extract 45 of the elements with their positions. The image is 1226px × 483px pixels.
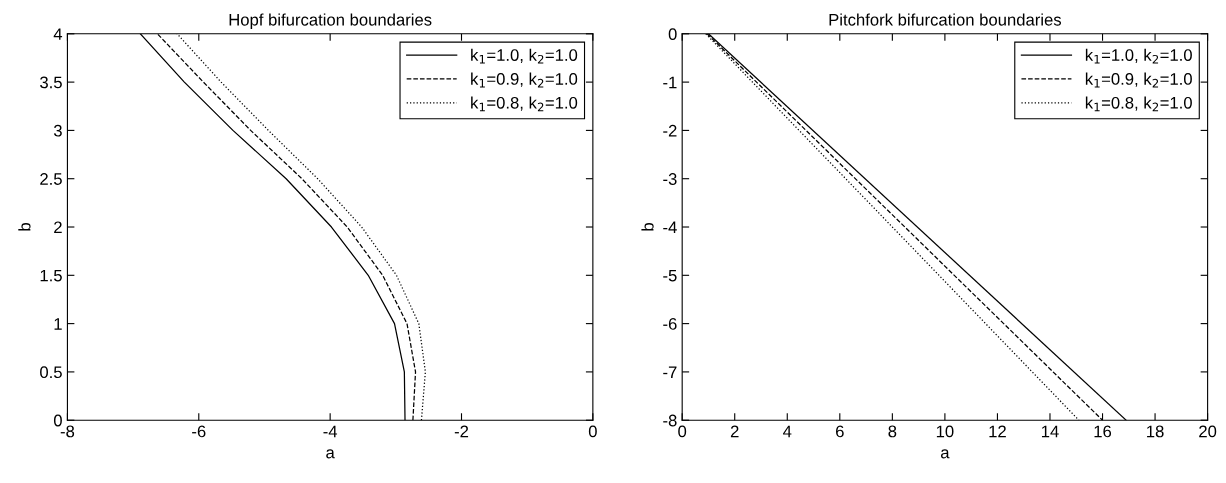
x-tick-label: 12 [989, 425, 1006, 438]
x-tick-label: 20 [1199, 425, 1217, 438]
y-tick-label: 3.5 [40, 76, 62, 89]
legend-label: k$_{1}$=0.9, k$_{2}$=1.0 [471, 72, 578, 88]
legend-label: k$_{1}$=0.9, k$_{2}$=1.0 [1085, 72, 1192, 88]
x-tick-label: 0 [678, 425, 687, 438]
x-tick-label: 18 [1147, 425, 1164, 438]
y-tick-label: -8 [663, 414, 677, 427]
x-tick-label: 14 [1041, 425, 1059, 438]
y-tick-label: 1 [54, 318, 62, 330]
chart-title: Hopf bifurcation boundaries [229, 13, 432, 29]
y-tick-label: -6 [663, 318, 677, 330]
y-tick-label: -3 [663, 173, 677, 185]
y-tick-label: 4 [53, 28, 63, 40]
y-tick-label: -5 [663, 269, 677, 282]
y-axis-title: b [641, 223, 654, 231]
legend-label: k$_{1}$=1.0, k$_{2}$=1.0 [471, 48, 578, 64]
x-tick-label: 10 [936, 425, 954, 438]
y-tick-label: 2.5 [40, 173, 62, 185]
y-tick-label: 0 [668, 28, 677, 41]
x-tick-label: -2 [454, 425, 469, 438]
x-axis-title: a [326, 449, 335, 459]
y-tick-label: -2 [663, 124, 677, 137]
chart-title: Pitchfork bifurcation boundaries [829, 13, 1062, 26]
x-tick-label: -4 [323, 425, 338, 438]
y-tick-label: 1.5 [40, 269, 62, 282]
x-tick-label: 6 [836, 425, 844, 438]
legend-label: k$_{1}$=1.0, k$_{2}$=1.0 [1085, 48, 1192, 64]
x-tick-label: 8 [888, 425, 897, 438]
y-tick-label: -4 [663, 221, 677, 234]
legend-label: k$_{1}$=0.8, k$_{2}$=1.0 [471, 96, 578, 112]
x-tick-label: 2 [730, 425, 739, 438]
y-tick-label: -7 [663, 366, 677, 378]
y-tick-label: 2 [54, 221, 62, 234]
y-tick-label: 3 [53, 124, 62, 137]
y-axis-title: b [18, 223, 31, 231]
x-tick-label: -6 [192, 425, 206, 438]
y-tick-label: 0.5 [40, 366, 62, 379]
x-axis-title: a [940, 449, 950, 459]
y-tick-label: -1 [663, 76, 677, 89]
x-tick-label: 0 [588, 425, 597, 438]
y-tick-label: 0 [53, 414, 62, 427]
x-tick-label: 4 [783, 425, 792, 438]
x-tick-label: 16 [1094, 425, 1112, 438]
legend-label: k$_{1}$=0.8, k$_{2}$=1.0 [1085, 96, 1192, 112]
